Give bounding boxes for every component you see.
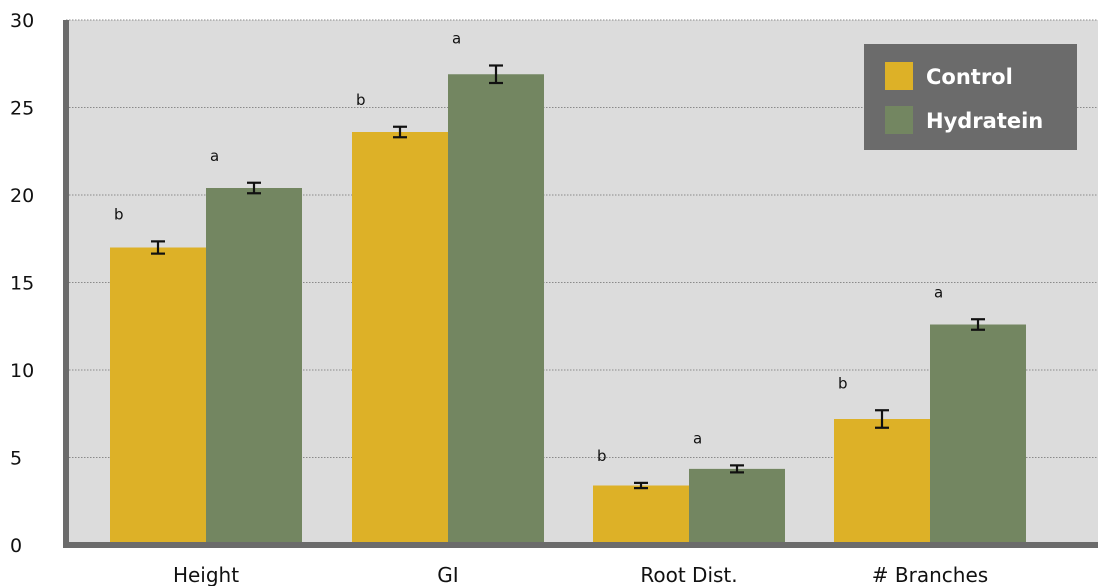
- category-label: Height: [173, 563, 239, 586]
- significance-label: b: [114, 205, 124, 223]
- significance-label: b: [597, 447, 607, 465]
- error-bar: [971, 318, 985, 331]
- bar-control-2: [593, 485, 689, 545]
- y-tick-label: 25: [10, 98, 34, 120]
- legend-background: [864, 44, 1077, 150]
- y-tick-label: 30: [10, 10, 34, 32]
- significance-label: b: [838, 374, 848, 392]
- bar-control-3: [834, 419, 930, 545]
- error-bar: [875, 409, 889, 429]
- legend-swatch: [885, 62, 913, 90]
- error-bar: [634, 481, 648, 490]
- error-bar: [489, 64, 503, 85]
- y-tick-label: 5: [10, 448, 22, 470]
- category-label: GI: [437, 563, 458, 586]
- significance-label: a: [210, 147, 219, 165]
- error-bar: [730, 464, 744, 474]
- y-tick-label: 20: [10, 185, 34, 207]
- legend-label: Control: [926, 65, 1013, 89]
- bar-hydratein-2: [689, 468, 785, 545]
- category-label: Root Dist.: [640, 563, 737, 586]
- y-tick-labels: 0 5 10 15 20 25 30: [10, 10, 34, 557]
- significance-label: a: [693, 429, 702, 447]
- y-tick-label: 0: [10, 535, 22, 557]
- error-bars: [151, 64, 985, 490]
- legend-swatch: [885, 106, 913, 134]
- legend-label: Hydratein: [926, 109, 1043, 133]
- error-bar: [393, 125, 407, 139]
- significance-label: a: [452, 30, 461, 48]
- bar-control-0: [110, 247, 206, 545]
- category-label: # Branches: [872, 563, 988, 586]
- bar-hydratein-0: [206, 188, 302, 545]
- bar-hydratein-1: [448, 74, 544, 545]
- bar-hydratein-3: [930, 324, 1026, 545]
- significance-labels: b a b a b a b a: [114, 30, 943, 465]
- y-tick-label: 15: [10, 273, 34, 295]
- bars: [110, 74, 1026, 545]
- category-labels: Height GI Root Dist. # Branches: [173, 563, 988, 586]
- bar-control-1: [352, 132, 448, 545]
- error-bar: [247, 181, 261, 195]
- significance-label: b: [356, 91, 366, 109]
- error-bar: [151, 240, 165, 255]
- legend: Control Hydratein: [864, 44, 1077, 150]
- y-tick-label: 10: [10, 360, 34, 382]
- axes: [63, 20, 1098, 548]
- significance-label: a: [934, 283, 943, 301]
